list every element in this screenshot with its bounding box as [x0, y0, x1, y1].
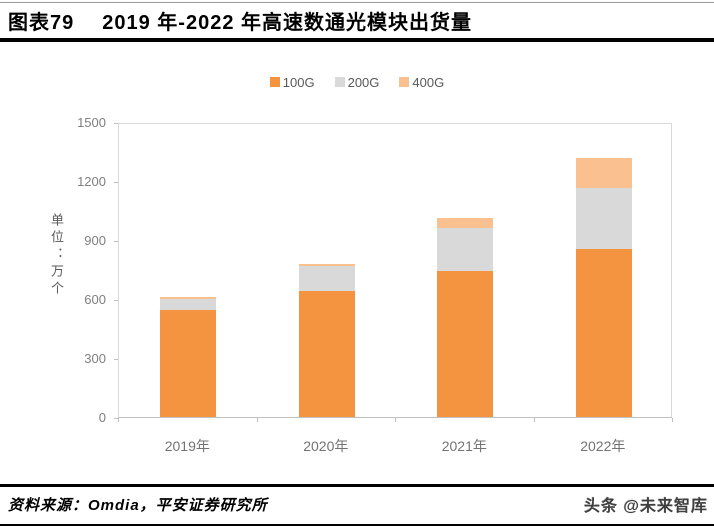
- bar-2019年: [160, 297, 217, 417]
- bar-segment-100g: [437, 270, 494, 417]
- y-tick-label-1200: 1200: [77, 174, 106, 189]
- figure-title-text: 2019 年-2022 年高速数通光模块出货量: [102, 12, 473, 34]
- bar-segment-400g: [575, 158, 632, 188]
- x-tick-label: 2019年: [164, 438, 210, 454]
- x-tick-label: 2021年: [441, 438, 487, 454]
- bottom-divider: [0, 524, 714, 526]
- bar-segment-100g: [575, 248, 632, 417]
- y-tick-label-1500: 1500: [77, 115, 106, 130]
- y-tick-label-600: 600: [84, 292, 106, 307]
- footer: 资料来源：Omdia，平安证券研究所 头条 @未来智库: [8, 492, 708, 516]
- bar-segment-400g: [298, 263, 355, 266]
- legend-item-400g: 400G: [399, 75, 444, 90]
- legend-label-200g: 200G: [347, 74, 380, 90]
- x-tick-mark: [672, 418, 673, 422]
- x-tick-mark: [533, 418, 535, 422]
- bar-segment-400g: [160, 297, 217, 300]
- bar-segment-100g: [298, 291, 355, 417]
- y-tick-mark: [114, 181, 118, 183]
- y-tick-mark: [114, 299, 118, 301]
- page-title: 图表79 2019 年-2022 年高速数通光模块出货量: [8, 6, 472, 35]
- bar-segment-100g: [160, 309, 217, 417]
- y-tick-mark: [114, 122, 118, 124]
- watermark-text: 头条 @未来智库: [583, 498, 708, 515]
- top-divider: [0, 2, 714, 3]
- y-tick-label-300: 300: [84, 351, 106, 366]
- bar-segment-200g: [437, 228, 494, 271]
- x-tick-label: 2022年: [580, 438, 626, 454]
- bar-2022年: [575, 158, 632, 417]
- bar-segment-200g: [575, 187, 632, 249]
- chart-legend: 100G 200G 400G: [0, 72, 714, 92]
- y-tick-label-0: 0: [98, 410, 106, 425]
- legend-item-200g: 200G: [334, 74, 380, 90]
- bar-2020年: [298, 263, 355, 417]
- legend-label-400g: 400G: [412, 74, 445, 90]
- header-divider: [0, 38, 714, 42]
- figure-number-label: 图表79: [8, 12, 75, 34]
- bar-segment-200g: [298, 265, 355, 292]
- bar-segment-200g: [160, 299, 217, 310]
- plot-area: [118, 123, 672, 418]
- x-tick-mark: [118, 418, 119, 422]
- legend-label-100g: 100G: [282, 74, 315, 90]
- y-tick-mark: [114, 240, 118, 242]
- y-tick-label-900: 900: [84, 233, 106, 248]
- legend-swatch-400g: [399, 77, 410, 87]
- bar-2021年: [437, 218, 494, 417]
- x-tick-mark: [256, 418, 258, 422]
- legend-item-100g: 100G: [269, 74, 315, 90]
- legend-swatch-200g: [334, 77, 345, 87]
- bar-segment-400g: [437, 218, 494, 229]
- x-tick-label: 2020年: [303, 438, 349, 454]
- y-tick-mark: [114, 417, 118, 419]
- legend-swatch-100g: [269, 77, 280, 87]
- y-tick-mark: [114, 358, 118, 360]
- x-tick-mark: [395, 418, 396, 422]
- footer-divider: [0, 484, 714, 487]
- data-source-text: 资料来源：Omdia，平安证券研究所: [8, 496, 268, 514]
- y-axis-unit-label: 单位：万个: [49, 213, 64, 298]
